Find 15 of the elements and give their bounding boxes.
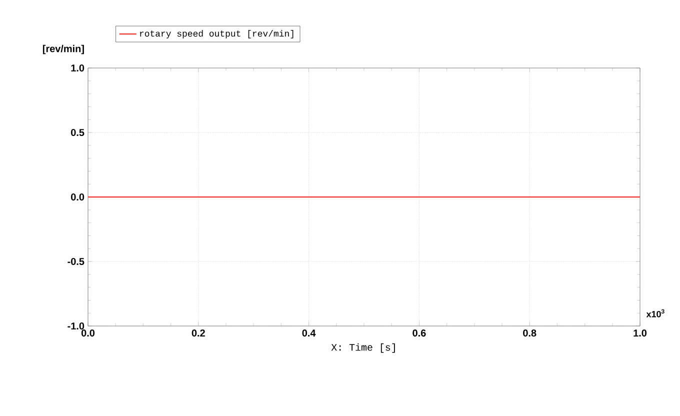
y-tick-label: 0.5 [71,128,84,136]
y-tick-label: -1.0 [68,322,84,330]
x-tick-label: 0.4 [302,330,316,337]
x-tick-label: 1.0 [634,330,647,337]
y-tick-label: 1.0 [71,64,84,72]
text: x10$^{3}$ [646,309,664,318]
x-tick-label: 0.0 [81,330,95,337]
x-axis-title: X: Time [s] [331,343,395,353]
legend-label: rotary speed output [rev/min] [140,30,294,38]
x-tick-label: 0.2 [192,330,205,337]
y-tick-label: 0.0 [71,193,84,201]
x-tick-label: 0.6 [412,330,426,337]
y-axis-title: [rev/min] [42,44,84,54]
x-tick-label: 0.8 [523,330,536,337]
y-tick-label: -0.5 [68,258,84,266]
